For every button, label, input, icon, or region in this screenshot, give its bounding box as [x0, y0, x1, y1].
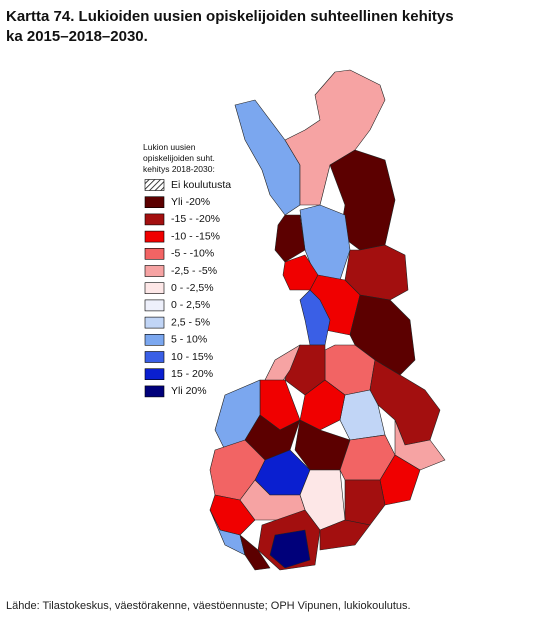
legend-swatch	[144, 196, 165, 208]
map	[209, 69, 446, 571]
title-line: Kartta 74. Lukioiden uusien opiskelijoid…	[6, 8, 454, 25]
legend: Lukion uusien opiskelijoiden suht. kehit…	[143, 142, 231, 398]
legend-swatch	[144, 351, 165, 363]
legend-swatch	[144, 368, 165, 381]
legend-label: 0 - -2,5%	[171, 282, 214, 294]
legend-label: -15 - -20%	[171, 213, 220, 225]
legend-label: -10 - -15%	[171, 230, 220, 242]
legend-label: Yli -20%	[171, 196, 210, 208]
legend-swatch	[144, 248, 165, 260]
legend-heading: opiskelijoiden suht.	[143, 153, 215, 163]
title-line: ka 2015–2018–2030.	[6, 28, 148, 45]
legend-swatch	[144, 385, 165, 398]
legend-swatch	[144, 213, 165, 226]
legend-swatch	[144, 333, 165, 346]
legend-label: 2,5 - 5%	[171, 316, 210, 328]
legend-label: Yli 20%	[171, 385, 207, 397]
source: Lähde: Tilastokeskus, väestörakenne, väe…	[6, 600, 411, 612]
legend-swatch	[144, 299, 165, 312]
legend-label: Ei koulutusta	[171, 179, 231, 191]
legend-swatch	[144, 316, 165, 329]
legend-label: 0 - 2,5%	[171, 299, 210, 311]
legend-heading: Lukion uusien	[143, 142, 196, 152]
legend-swatch	[144, 179, 165, 191]
legend-label: 10 - 15%	[171, 351, 213, 363]
legend-swatch	[144, 282, 165, 295]
legend-label: -2,5 - -5%	[171, 265, 217, 277]
legend-label: 15 - 20%	[171, 368, 213, 380]
legend-swatch	[144, 230, 165, 243]
legend-label: 5 - 10%	[171, 334, 207, 346]
legend-heading: kehitys 2018-2030:	[143, 164, 215, 174]
legend-swatch	[144, 265, 165, 277]
legend-label: -5 - -10%	[171, 248, 214, 260]
